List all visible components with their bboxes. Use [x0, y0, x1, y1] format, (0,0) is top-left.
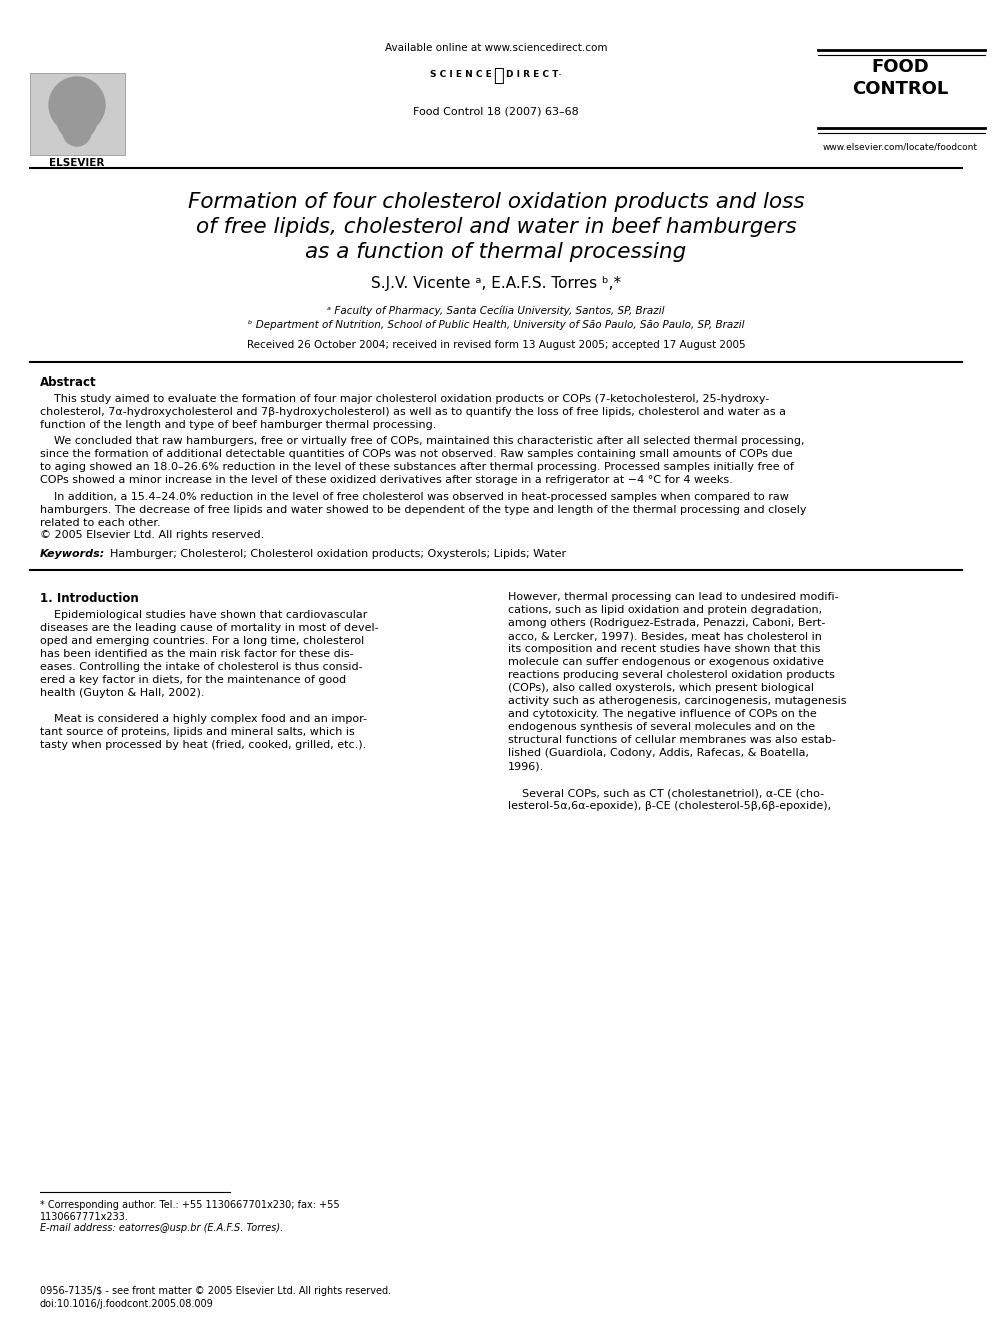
Text: Meat is considered a highly complex food and an impor-
tant source of proteins, : Meat is considered a highly complex food…: [40, 714, 367, 750]
Text: In addition, a 15.4–24.0% reduction in the level of free cholesterol was observe: In addition, a 15.4–24.0% reduction in t…: [40, 492, 806, 528]
Text: © 2005 Elsevier Ltd. All rights reserved.: © 2005 Elsevier Ltd. All rights reserved…: [40, 531, 264, 540]
FancyBboxPatch shape: [30, 73, 125, 155]
Text: Food Control 18 (2007) 63–68: Food Control 18 (2007) 63–68: [413, 107, 579, 116]
Text: FOOD: FOOD: [871, 58, 929, 75]
Text: Received 26 October 2004; received in revised form 13 August 2005; accepted 17 A: Received 26 October 2004; received in re…: [247, 340, 745, 351]
Text: Several COPs, such as CT (cholestanetriol), α-CE (cho-
lesterol-5α,6α-epoxide), : Several COPs, such as CT (cholestanetrio…: [508, 789, 831, 811]
Text: ᵇ Department of Nutrition, School of Public Health, University of São Paulo, São: ᵇ Department of Nutrition, School of Pub…: [248, 320, 744, 329]
Text: CONTROL: CONTROL: [852, 79, 948, 98]
Circle shape: [49, 77, 105, 134]
Text: Available online at www.sciencedirect.com: Available online at www.sciencedirect.co…: [385, 44, 607, 53]
Text: Formation of four cholesterol oxidation products and loss: Formation of four cholesterol oxidation …: [187, 192, 805, 212]
Text: D I R E C T: D I R E C T: [506, 70, 558, 79]
Text: ᵃ Faculty of Pharmacy, Santa Cecília University, Santos, SP, Brazil: ᵃ Faculty of Pharmacy, Santa Cecília Uni…: [327, 306, 665, 315]
Text: We concluded that raw hamburgers, free or virtually free of COPs, maintained thi: We concluded that raw hamburgers, free o…: [40, 437, 805, 486]
Text: www.elsevier.com/locate/foodcont: www.elsevier.com/locate/foodcont: [822, 143, 977, 152]
Text: Epidemiological studies have shown that cardiovascular
diseases are the leading : Epidemiological studies have shown that …: [40, 610, 379, 699]
Text: This study aimed to evaluate the formation of four major cholesterol oxidation p: This study aimed to evaluate the formati…: [40, 394, 786, 430]
Text: E-mail address: eatorres@usp.br (E.A.F.S. Torres).: E-mail address: eatorres@usp.br (E.A.F.S…: [40, 1222, 284, 1233]
Circle shape: [63, 118, 91, 146]
Text: of free lipids, cholesterol and water in beef hamburgers: of free lipids, cholesterol and water in…: [195, 217, 797, 237]
Text: S C I E N C E: S C I E N C E: [430, 70, 492, 79]
Circle shape: [57, 101, 97, 140]
Text: ⓐ: ⓐ: [494, 67, 504, 85]
Text: 0956-7135/$ - see front matter © 2005 Elsevier Ltd. All rights reserved.: 0956-7135/$ - see front matter © 2005 El…: [40, 1286, 391, 1297]
Text: Abstract: Abstract: [40, 376, 96, 389]
Text: S.J.V. Vicente ᵃ, E.A.F.S. Torres ᵇ,*: S.J.V. Vicente ᵃ, E.A.F.S. Torres ᵇ,*: [371, 277, 621, 291]
Text: 1. Introduction: 1. Introduction: [40, 591, 139, 605]
Text: ELSEVIER: ELSEVIER: [50, 157, 105, 168]
Text: * Corresponding author. Tel.: +55 1130667701x230; fax: +55
1130667771x233.: * Corresponding author. Tel.: +55 113066…: [40, 1200, 339, 1222]
Text: doi:10.1016/j.foodcont.2005.08.009: doi:10.1016/j.foodcont.2005.08.009: [40, 1299, 213, 1308]
Text: Hamburger; Cholesterol; Cholesterol oxidation products; Oxysterols; Lipids; Wate: Hamburger; Cholesterol; Cholesterol oxid…: [103, 549, 566, 560]
Text: as a function of thermal processing: as a function of thermal processing: [306, 242, 686, 262]
Text: ·: ·: [558, 69, 562, 82]
Text: Keywords:: Keywords:: [40, 549, 105, 560]
Text: However, thermal processing can lead to undesired modifi-
cations, such as lipid: However, thermal processing can lead to …: [508, 591, 846, 771]
